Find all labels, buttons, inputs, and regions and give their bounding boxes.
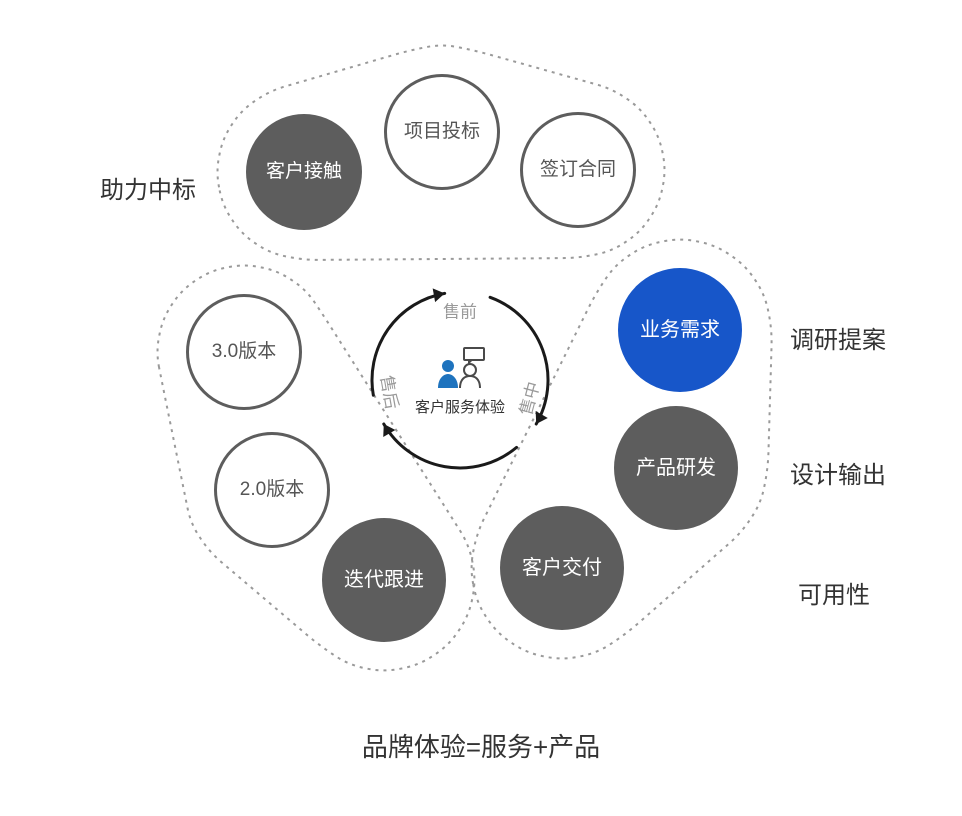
footer-equation: 品牌体验=服务+产品	[0, 727, 962, 764]
outer-label-2: 设计输出	[790, 455, 886, 490]
node-label: 签订合同	[540, 159, 616, 182]
node-v30: 3.0版本	[186, 294, 302, 410]
node-label: 客户接触	[266, 161, 342, 184]
node-label: 产品研发	[636, 456, 716, 480]
node-label: 客户交付	[522, 556, 602, 580]
node-bid: 项目投标	[384, 74, 500, 190]
node-v20: 2.0版本	[214, 432, 330, 548]
node-label: 2.0版本	[240, 479, 304, 502]
diagram-stage: 客户服务体验 品牌体验=服务+产品 客户接触 项目投标签订合同业务需求产品研发客户…	[0, 0, 962, 816]
outer-label-3: 可用性	[798, 575, 870, 610]
node-label: 迭代跟进	[344, 568, 424, 592]
outer-label-0: 助力中标	[100, 170, 196, 205]
people-chat-icon	[432, 346, 488, 390]
node-rd: 产品研发	[614, 406, 738, 530]
node-contact: 客户接触	[246, 114, 362, 230]
outer-label-1: 调研提案	[790, 320, 886, 355]
node-sign: 签订合同	[520, 112, 636, 228]
node-label: 项目投标	[404, 121, 480, 144]
center-label: 客户服务体验	[415, 399, 505, 416]
node-req: 业务需求	[618, 268, 742, 392]
node-label: 3.0版本	[212, 341, 276, 364]
center-block: 客户服务体验	[400, 346, 520, 417]
node-iter: 迭代跟进	[322, 518, 446, 642]
cycle-label: 售前	[443, 298, 477, 323]
node-label: 业务需求	[640, 318, 720, 342]
node-deliver: 客户交付	[500, 506, 624, 630]
